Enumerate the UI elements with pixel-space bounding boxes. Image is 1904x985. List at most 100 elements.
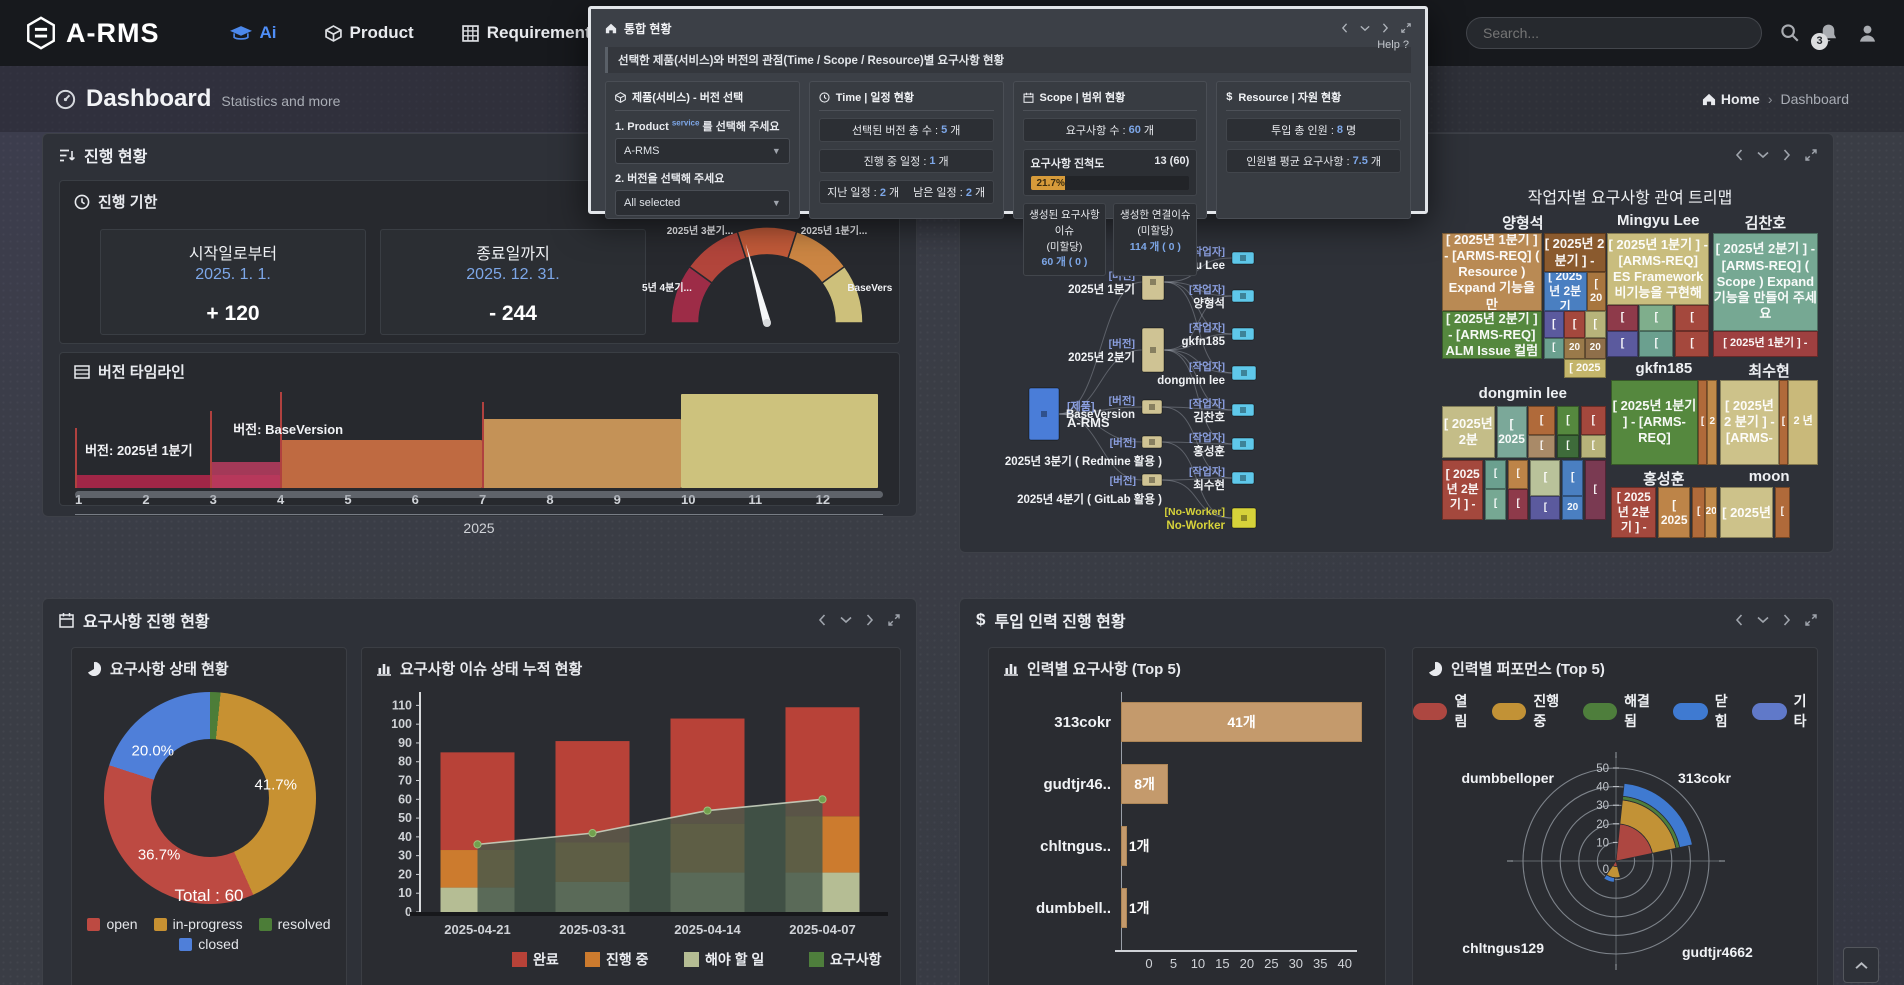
network-node-w7[interactable] xyxy=(1231,471,1255,485)
treemap-tile[interactable]: [ xyxy=(1564,311,1585,338)
treemap-tile[interactable]: [ xyxy=(1584,459,1606,521)
network-node-v3[interactable] xyxy=(1141,399,1163,415)
treemap-tile[interactable]: [ 2025년 1분기 ] - xyxy=(1712,330,1818,358)
treemap-tile[interactable]: [ 2025년 2 분기 ] - [ARMS- xyxy=(1720,379,1779,465)
treemap-tile[interactable]: [ xyxy=(1778,379,1789,465)
treemap-tile[interactable]: [ xyxy=(1581,405,1606,436)
treemap-tile[interactable]: [ 2025 년 2분기 xyxy=(1543,272,1587,312)
treemap-tile[interactable]: [ 2025 xyxy=(1496,405,1527,459)
treemap-tile[interactable]: [ 2025년 2분 xyxy=(1442,405,1495,459)
nav-item-ai[interactable]: Ai xyxy=(229,23,277,43)
treemap-tile[interactable]: [ xyxy=(1697,379,1708,465)
panel-collapse-icon[interactable] xyxy=(1757,616,1769,624)
treemap-tile[interactable]: [ 2025년 2분기 ] - [ARMS-REQ] ALM Issue 컬럼 xyxy=(1442,311,1542,359)
network-node-v4[interactable] xyxy=(1141,435,1163,449)
search-icon[interactable] xyxy=(1780,23,1800,43)
treemap-tile[interactable]: [ xyxy=(1485,489,1506,521)
requirement-donut-chart[interactable]: 41.7% 36.7% 20.0% xyxy=(104,692,316,904)
panel-expand-icon[interactable] xyxy=(888,614,900,626)
treemap-tile[interactable]: [ xyxy=(1639,330,1674,358)
timeline-bar[interactable] xyxy=(209,462,288,488)
treemap-tile[interactable]: [ xyxy=(1556,435,1580,459)
network-node-w5[interactable] xyxy=(1231,403,1255,417)
treemap-tile[interactable]: [ xyxy=(1543,311,1565,338)
treemap-tile[interactable]: [ xyxy=(1556,405,1580,436)
treemap-tile[interactable]: [ xyxy=(1675,330,1709,358)
nav-item-product[interactable]: Product xyxy=(324,23,414,43)
treemap-tile[interactable]: [ xyxy=(1528,405,1555,436)
legend-item[interactable]: 닫힘 xyxy=(1673,691,1738,731)
panel-collapse-icon[interactable] xyxy=(840,616,852,624)
treemap-tile[interactable]: [ 20 xyxy=(1586,272,1606,312)
nav-item-requirement[interactable]: Requirement xyxy=(461,23,591,43)
treemap-tile[interactable]: [ xyxy=(1584,311,1606,338)
panel-prev-icon[interactable] xyxy=(1735,149,1743,161)
network-node-v5[interactable] xyxy=(1141,473,1163,487)
panel-next-icon[interactable] xyxy=(1783,614,1791,626)
search-input[interactable] xyxy=(1483,25,1745,41)
treemap-tile[interactable]: [ 2025 xyxy=(1658,487,1691,538)
hbar-bar[interactable] xyxy=(1121,888,1127,928)
panel-expand-icon[interactable] xyxy=(1805,149,1817,161)
legend-item[interactable]: resolved xyxy=(258,916,331,932)
modal-expand-icon[interactable] xyxy=(1401,23,1411,33)
treemap-tile[interactable]: [ xyxy=(1639,304,1674,331)
modal-collapse-icon[interactable] xyxy=(1360,25,1370,32)
treemap-tile[interactable]: [ 2025년 1분기 ] - [ARMS-REQ] ( Resource ) … xyxy=(1442,233,1542,312)
modal-help-link[interactable]: Help ? xyxy=(1377,39,1409,51)
version-select[interactable]: All selected ▼ xyxy=(615,190,790,216)
network-node-nw[interactable] xyxy=(1231,507,1257,529)
hbar-bar[interactable]: 41개 xyxy=(1121,702,1363,742)
modal-next-icon[interactable] xyxy=(1382,23,1389,33)
network-node-w2[interactable] xyxy=(1231,289,1255,303)
panel-prev-icon[interactable] xyxy=(1735,614,1743,626)
treemap-tile[interactable]: [ 2025년 2분기 ] - [ARMS-REQ] ( Scope ) Exp… xyxy=(1712,233,1818,331)
treemap-tile[interactable]: [ 2025년 2분기 ] - xyxy=(1611,487,1657,538)
panel-collapse-icon[interactable] xyxy=(1757,151,1769,159)
treemap-tile[interactable]: [ 2025년 1분기 ] - [ARMS-REQ] xyxy=(1611,379,1698,465)
treemap-tile[interactable]: [ xyxy=(1607,330,1638,358)
treemap-tile[interactable]: [ xyxy=(1530,495,1561,521)
timeline-bar[interactable] xyxy=(280,440,483,488)
timeline-bar[interactable] xyxy=(482,418,681,488)
modal-prev-icon[interactable] xyxy=(1341,23,1348,33)
breadcrumb-home[interactable]: Home xyxy=(1702,91,1760,107)
treemap-tile[interactable]: [ xyxy=(1562,459,1583,496)
notifications-bell-icon[interactable]: 3 xyxy=(1811,23,1839,50)
legend-item[interactable]: closed xyxy=(179,936,239,952)
treemap-tile[interactable]: [ xyxy=(1692,487,1706,538)
treemap-tile[interactable]: [ 2025년 xyxy=(1720,487,1773,538)
treemap-tile[interactable]: [ 2025년 1분기 ] - [ARMS-REQ] ES Framework … xyxy=(1607,233,1709,305)
product-select[interactable]: A-RMS ▼ xyxy=(615,138,790,164)
legend-item[interactable]: 기타 xyxy=(1752,691,1817,731)
legend-item[interactable]: 해결됨 xyxy=(1582,691,1660,731)
treemap-tile[interactable]: [ 2025년 2분기 ] - xyxy=(1543,233,1606,273)
treemap-tile[interactable]: [ xyxy=(1774,487,1790,538)
treemap-tile[interactable]: [ xyxy=(1485,459,1506,490)
treemap-tile[interactable]: [ xyxy=(1507,459,1529,490)
scroll-to-top-button[interactable] xyxy=(1843,947,1879,983)
legend-item[interactable]: open xyxy=(87,916,138,932)
network-node-w3[interactable] xyxy=(1231,327,1255,341)
treemap-tile[interactable]: 20 xyxy=(1564,337,1585,359)
panel-next-icon[interactable] xyxy=(1783,149,1791,161)
treemap-tile[interactable]: [ 2025년 2분기 ] - xyxy=(1442,459,1484,521)
treemap-tile[interactable]: [ xyxy=(1543,337,1565,359)
legend-item[interactable]: in-progress xyxy=(153,916,243,932)
treemap-tile[interactable]: [ xyxy=(1507,489,1529,521)
panel-expand-icon[interactable] xyxy=(1805,614,1817,626)
hbar-bar[interactable]: 8개 xyxy=(1121,764,1169,804)
legend-item[interactable]: 열림 xyxy=(1413,691,1478,731)
panel-prev-icon[interactable] xyxy=(818,614,826,626)
panel-next-icon[interactable] xyxy=(866,614,874,626)
network-node-v2[interactable] xyxy=(1141,327,1165,373)
treemap-tile[interactable]: 20 xyxy=(1705,487,1718,538)
timeline-scrollbar[interactable] xyxy=(75,491,883,498)
hbar-bar[interactable] xyxy=(1121,826,1127,866)
network-node-w4[interactable] xyxy=(1231,365,1257,381)
network-node-arms[interactable] xyxy=(1028,387,1060,441)
treemap-tile[interactable]: [ xyxy=(1581,435,1606,459)
brand[interactable]: A-RMS xyxy=(26,16,160,50)
legend-item[interactable]: 진행중 xyxy=(1491,691,1569,731)
network-node-w6[interactable] xyxy=(1231,437,1255,451)
